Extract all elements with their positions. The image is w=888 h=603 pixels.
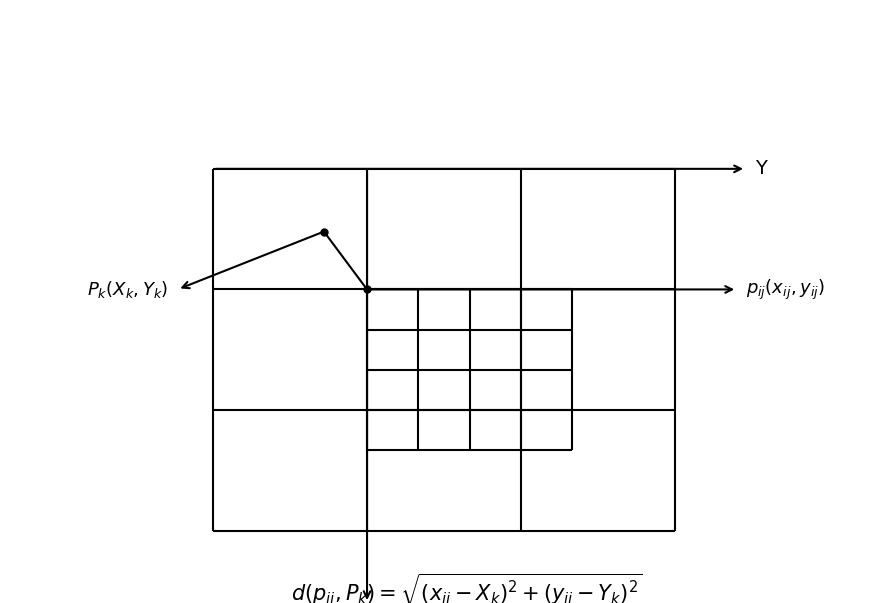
Text: $p_{ij}(x_{ij},y_{ij})$: $p_{ij}(x_{ij},y_{ij})$ — [746, 277, 825, 302]
Text: $d(p_{ij},P_k) = \sqrt{(x_{ij}-X_k)^2+(y_{ij}-Y_k)^2}$: $d(p_{ij},P_k) = \sqrt{(x_{ij}-X_k)^2+(y… — [291, 572, 643, 603]
Text: $P_k(X_k,Y_k)$: $P_k(X_k,Y_k)$ — [87, 279, 169, 300]
Text: Y: Y — [755, 159, 766, 178]
